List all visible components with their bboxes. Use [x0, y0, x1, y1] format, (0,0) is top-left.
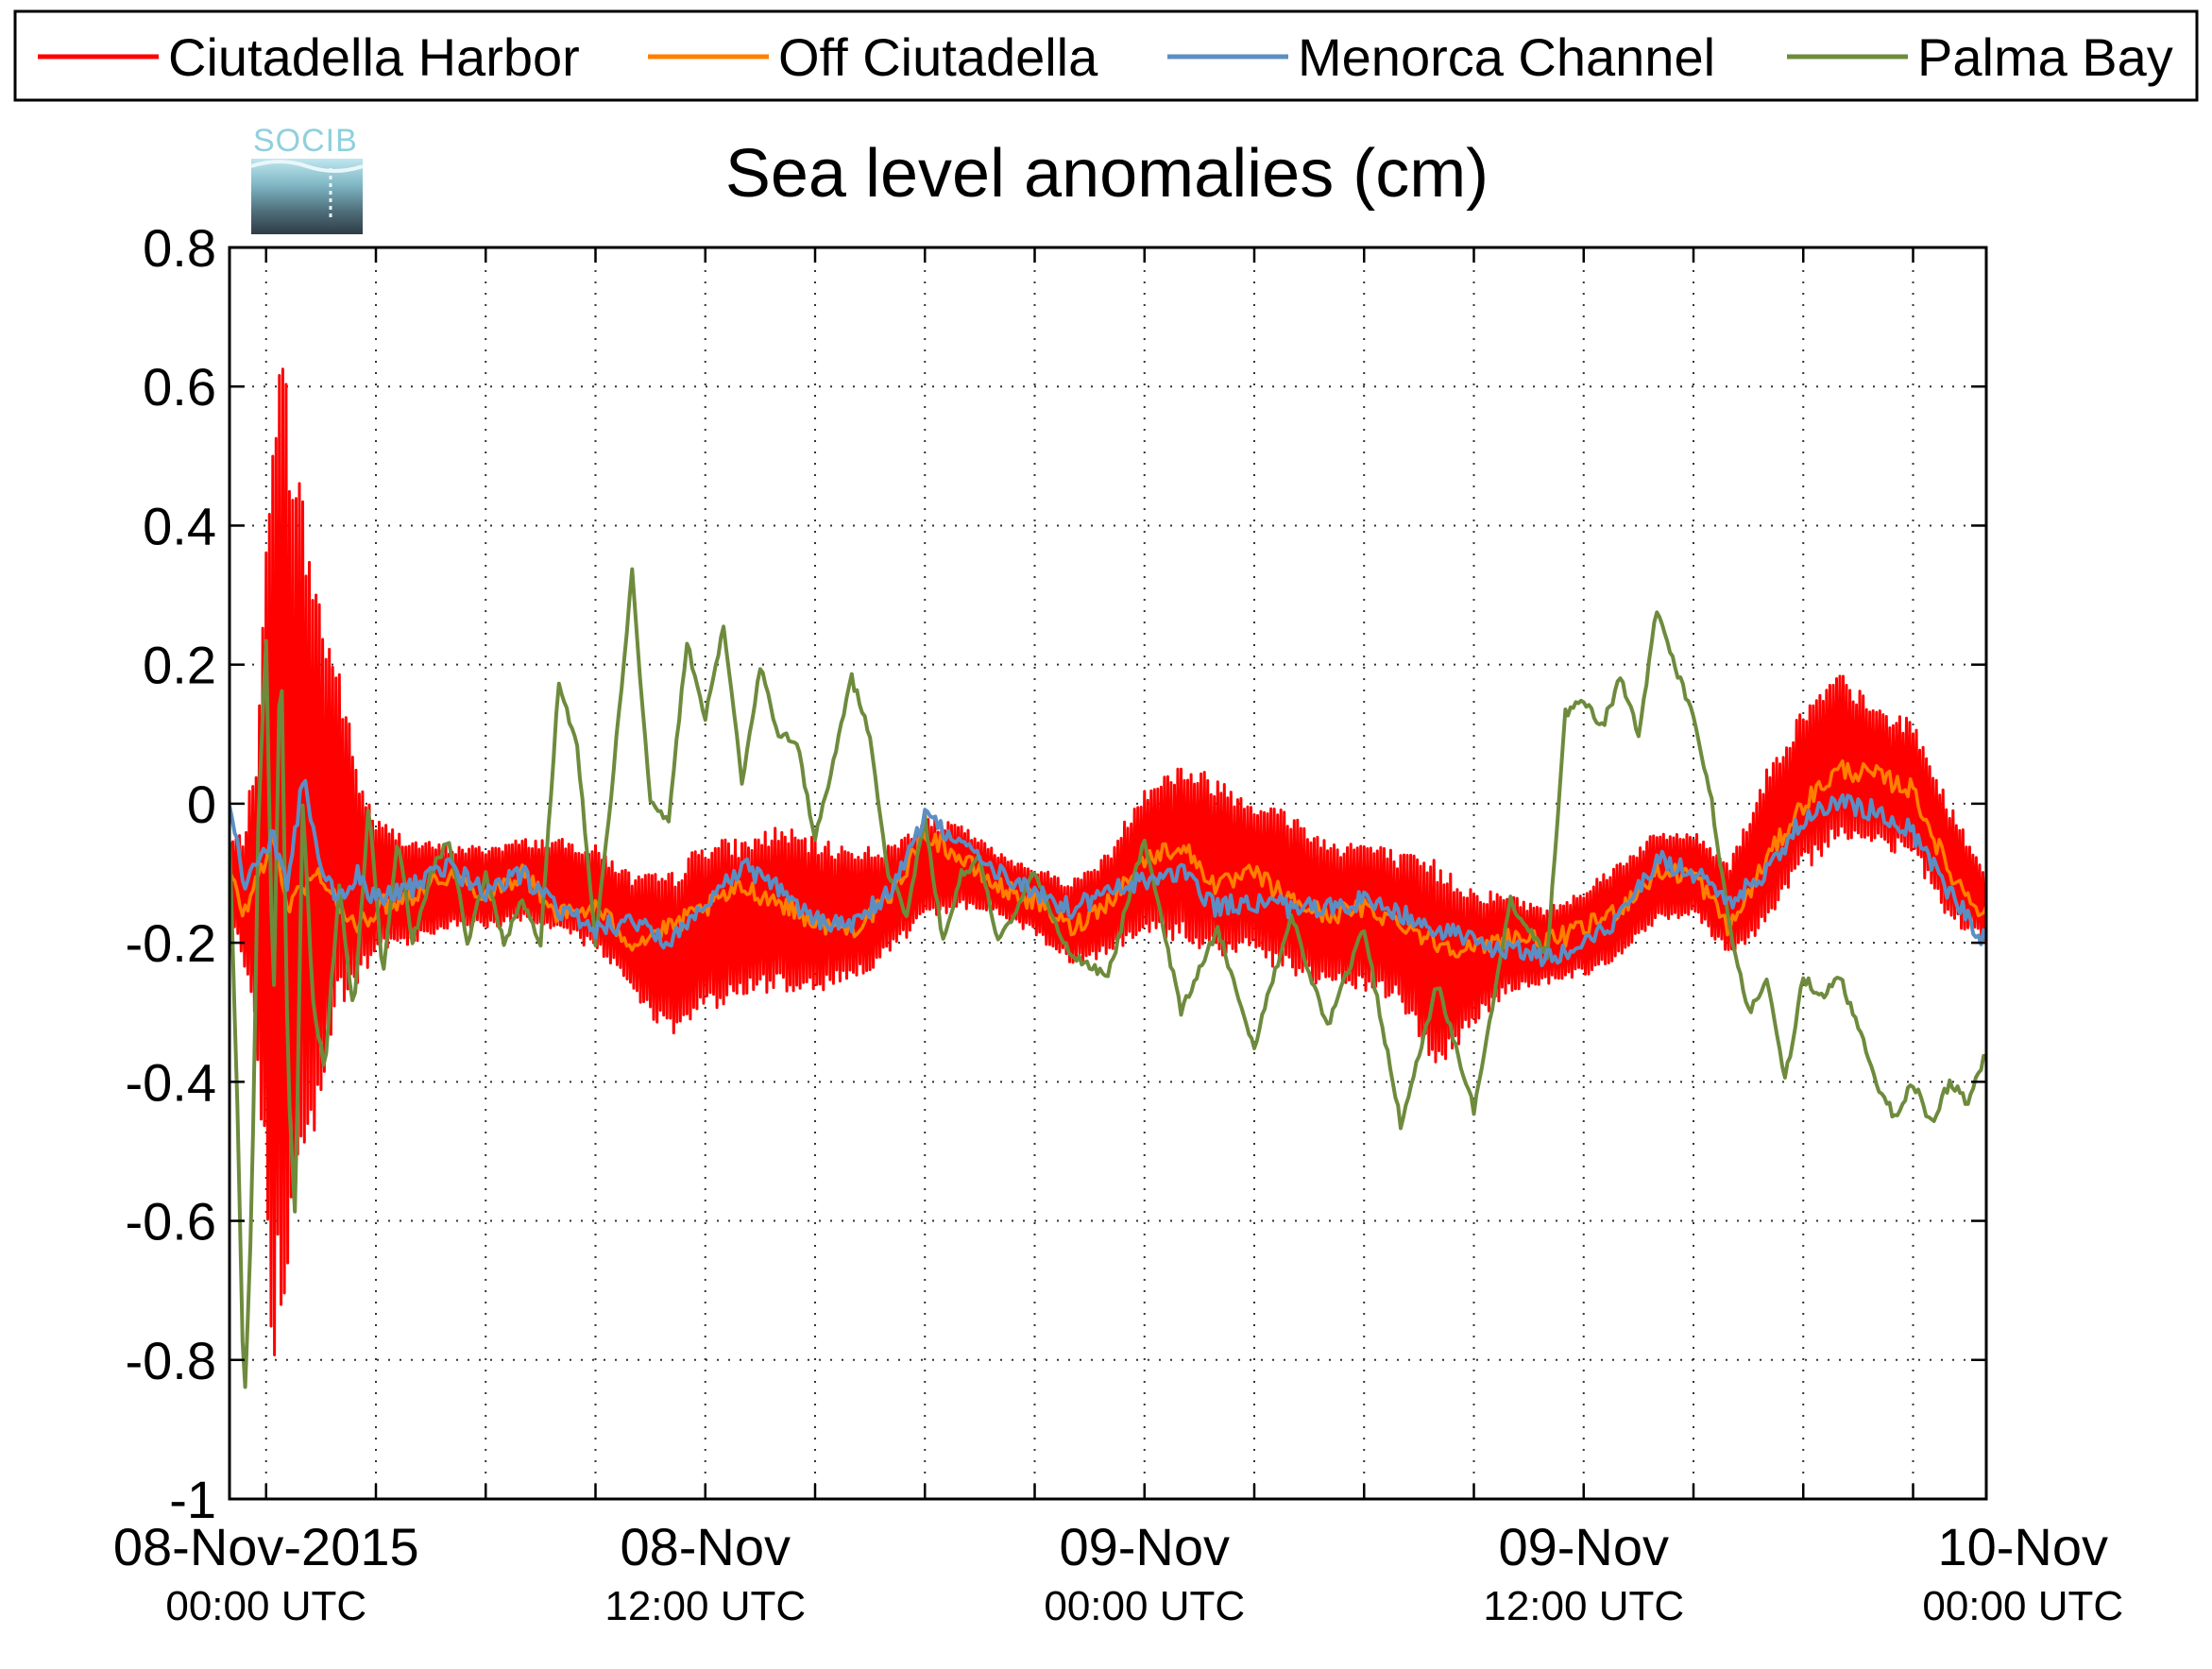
- y-tick-label: -0.4: [126, 1052, 217, 1112]
- axis-ticks: [230, 246, 1986, 1501]
- legend-label-off-ciutadella: Off Ciutadella: [778, 27, 1098, 87]
- chart-title: Sea level anomalies (cm): [725, 136, 1489, 212]
- y-tick-label: 0.2: [143, 636, 216, 695]
- y-tick-label: 0.8: [143, 218, 216, 278]
- legend-label-menorca-channel: Menorca Channel: [1298, 27, 1715, 87]
- x-axis-tick-labels: 08-Nov-2015 00:00 UTC 08-Nov 12:00 UTC 09-No…: [113, 1517, 2123, 1629]
- y-axis-tick-labels: -1 -0.8 -0.6 -0.4 -0.2 0 0.2 0.4 0.6 0.8: [126, 218, 217, 1529]
- series-layer: [230, 367, 1986, 1389]
- legend-entry-ciutadella-harbor: Ciutadella Harbor: [38, 27, 580, 87]
- x-tick-sublabel: 00:00 UTC: [165, 1583, 366, 1629]
- legend-entry-menorca-channel: Menorca Channel: [1167, 27, 1715, 87]
- series-palma-bay: [230, 567, 1986, 1389]
- y-tick-label: -0.8: [126, 1331, 217, 1390]
- legend: Ciutadella Harbor Off Ciutadella Menorca…: [13, 9, 2199, 102]
- series-ciutadella-harbor: [230, 367, 1986, 1356]
- x-tick-sublabel: 00:00 UTC: [1922, 1583, 2123, 1629]
- plot-frame: [228, 246, 1988, 1501]
- legend-entry-off-ciutadella: Off Ciutadella: [648, 27, 1098, 87]
- grid: [230, 247, 1986, 1499]
- x-tick-label: 08-Nov-2015: [113, 1517, 419, 1576]
- x-tick-sublabel: 12:00 UTC: [604, 1583, 806, 1629]
- x-tick-label: 09-Nov: [1059, 1517, 1230, 1576]
- y-tick-label: -0.2: [126, 913, 217, 973]
- y-tick-label: 0.4: [143, 496, 216, 555]
- x-tick-label: 08-Nov: [620, 1517, 791, 1576]
- series-off-ciutadella: [230, 759, 1986, 959]
- legend-entry-palma-bay: Palma Bay: [1787, 27, 2173, 87]
- x-tick-label: 10-Nov: [1937, 1517, 2108, 1576]
- y-tick-label: 0: [187, 775, 216, 834]
- legend-label-ciutadella-harbor: Ciutadella Harbor: [168, 27, 580, 87]
- y-tick-label: -1: [169, 1470, 216, 1529]
- x-tick-sublabel: 00:00 UTC: [1044, 1583, 1245, 1629]
- x-tick-sublabel: 12:00 UTC: [1483, 1583, 1684, 1629]
- x-tick-label: 09-Nov: [1498, 1517, 1669, 1576]
- socib-logo: SOCIB: [250, 123, 364, 234]
- logo-wave: [250, 160, 364, 173]
- logo-text: SOCIB: [253, 123, 358, 159]
- legend-label-palma-bay: Palma Bay: [1917, 27, 2173, 87]
- y-tick-label: 0.6: [143, 357, 216, 417]
- series-menorca-channel: [230, 778, 1986, 967]
- y-tick-label: -0.6: [126, 1192, 217, 1252]
